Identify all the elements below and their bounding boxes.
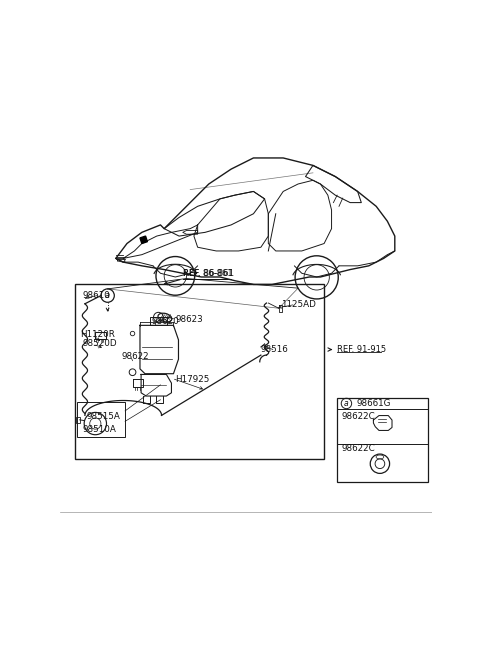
Text: a: a [344,399,349,408]
Text: 98610: 98610 [83,291,110,300]
Bar [95,332,106,339]
Text: REF. 91-915: REF. 91-915 [337,345,386,354]
Text: 98510A: 98510A [83,425,116,434]
Text: 98516: 98516 [261,345,288,354]
Polygon shape [140,236,147,244]
Bar [150,317,167,326]
Text: a: a [105,291,110,300]
Text: H1120R: H1120R [81,330,115,339]
Text: 98661G: 98661G [357,399,391,408]
Text: 98520D: 98520D [83,339,117,349]
Text: H17925: H17925 [175,375,210,384]
Text: 1125AD: 1125AD [281,301,316,309]
Text: 98622C: 98622C [342,412,375,421]
Bar [75,285,324,459]
Bar [337,398,428,482]
Bar [76,417,80,423]
Text: REF. 86-861: REF. 86-861 [183,269,234,278]
Text: 98515A: 98515A [87,412,120,421]
Text: 98623: 98623 [175,315,203,324]
Text: 98622C: 98622C [342,444,375,453]
Text: 98620: 98620 [151,317,179,326]
Bar [77,401,125,437]
Text: 98622: 98622 [121,353,149,362]
Text: REF. 86-861: REF. 86-861 [183,269,232,278]
